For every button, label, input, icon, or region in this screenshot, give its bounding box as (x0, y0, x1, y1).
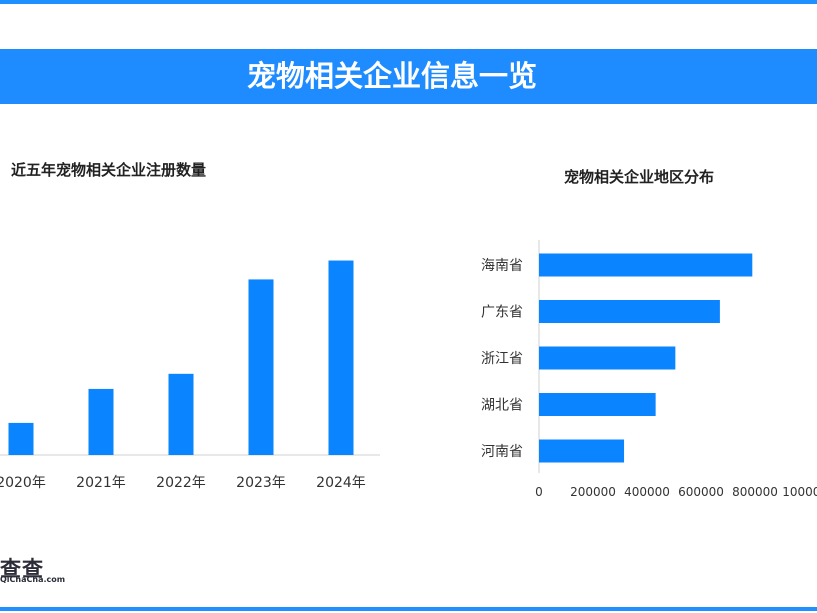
bar-2020年 (8, 422, 34, 455)
x-tick-label: 600000 (678, 485, 724, 499)
y-tick-label: 河南省 (481, 444, 523, 460)
y-tick-label: 广东省 (481, 305, 523, 321)
x-tick-label: 2024年 (316, 475, 366, 491)
x-tick-label: 1000000 (782, 485, 817, 499)
y-tick-label: 湖北省 (481, 398, 523, 414)
right-chart-title: 宠物相关企业地区分布 (564, 168, 715, 186)
bottom-border (0, 607, 817, 611)
title-banner: 宠物相关企业信息一览 (0, 49, 817, 104)
x-tick-label: 800000 (732, 485, 778, 499)
bar-广东省 (539, 300, 720, 323)
bar-湖北省 (539, 393, 656, 416)
registrations-bar-chart: 2020年 2021年 2022年 2023年 2024年 (0, 260, 380, 491)
bar-2021年 (88, 388, 114, 455)
bar-2024年 (328, 260, 354, 455)
bar-浙江省 (539, 346, 676, 370)
top-border (0, 0, 817, 4)
page-title: 宠物相关企业信息一览 (246, 59, 537, 93)
y-tick-label: 海南省 (481, 258, 523, 274)
x-tick-label: 2021年 (76, 475, 126, 491)
bar-海南省 (539, 253, 753, 277)
left-chart-title: 近五年宠物相关企业注册数量 (11, 161, 207, 179)
x-tick-label: 0 (535, 485, 543, 499)
x-tick-label: 2023年 (236, 475, 286, 491)
x-tick-label: 2020年 (0, 475, 46, 491)
bar-2023年 (248, 279, 274, 455)
x-tick-label: 400000 (624, 485, 670, 499)
logo-text: 企查查 (0, 557, 44, 581)
bar-2022年 (168, 373, 194, 455)
bar-河南省 (539, 439, 625, 463)
logo-subtext: QiChaCha.com (0, 575, 66, 584)
y-tick-label: 浙江省 (481, 351, 523, 367)
x-tick-label: 2022年 (156, 475, 206, 491)
x-tick-label: 200000 (570, 485, 616, 499)
